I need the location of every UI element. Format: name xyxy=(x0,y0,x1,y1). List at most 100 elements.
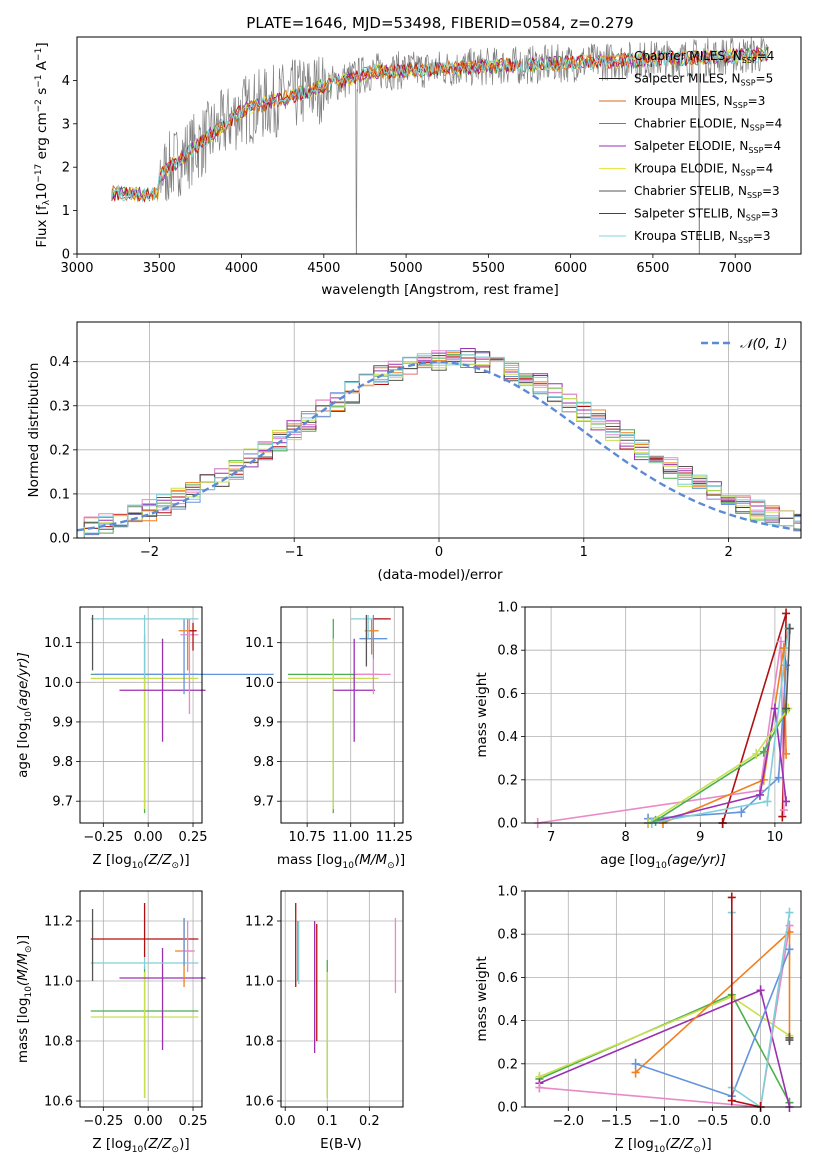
p6-xtick-label: 0.25 xyxy=(179,1114,208,1129)
spectrum-ytick-label: 2 xyxy=(62,161,70,176)
z-mass-axes xyxy=(79,890,203,1108)
p3-ytick-label: 9.8 xyxy=(52,755,73,770)
p5-xtick-label: 8 xyxy=(622,830,630,845)
p3-xtick-label: −0.25 xyxy=(83,830,123,845)
legend-label: Kroupa STELIB, NSSP=3 xyxy=(634,229,771,245)
histogram-ytick-label: 0.2 xyxy=(49,443,70,458)
p4-ytick-label: 9.7 xyxy=(253,795,274,810)
spectrum-ytick-label: 1 xyxy=(62,204,70,219)
z-age-ylabel: age [log10(age/yr)] xyxy=(15,652,34,778)
weight-marker xyxy=(779,805,788,816)
z-age-panel: −0.25 0.00 0.25 9.7 9.8 9.9 10.0 10.1 Z [log10(… xyxy=(15,606,274,871)
weight-marker xyxy=(778,811,787,822)
spectrum-axes xyxy=(76,36,802,255)
p6-ytick-label: 11.0 xyxy=(44,975,73,990)
z-age-ticks: −0.25 0.00 0.25 9.7 9.8 9.9 10.0 10.1 xyxy=(44,636,207,845)
z-age-axes xyxy=(79,606,203,824)
p7-xtick-label: 0.0 xyxy=(275,1114,296,1129)
p5-ytick-label: 0.0 xyxy=(497,817,518,832)
weight-marker xyxy=(785,623,794,634)
weight-marker xyxy=(727,892,736,903)
p8-xtick-label: −0.5 xyxy=(697,1114,729,1129)
legend-label: Salpeter ELODIE, NSSP=4 xyxy=(634,139,781,155)
weight-marker xyxy=(755,789,764,800)
legend-label: Chabrier STELIB, NSSP=3 xyxy=(634,184,780,200)
ebv-mass-panel: 0.0 0.1 0.2 10.6 10.8 11.0 11.2 E(B-V) xyxy=(245,890,404,1152)
p5-xtick-label: 7 xyxy=(547,830,555,845)
p5-ytick-label: 0.8 xyxy=(497,644,518,659)
p3-ytick-label: 9.7 xyxy=(52,795,73,810)
spectrum-xtick-label: 4000 xyxy=(225,261,258,276)
weight-marker xyxy=(785,907,794,918)
ebv-mass-ticks: 0.0 0.1 0.2 10.6 10.8 11.0 11.2 xyxy=(245,915,380,1130)
weight-series xyxy=(537,641,785,824)
weight-marker xyxy=(782,796,791,807)
p3-ytick-label: 10.0 xyxy=(44,676,73,691)
weight-marker xyxy=(782,748,791,759)
legend-label: Kroupa ELODIE, NSSP=4 xyxy=(634,162,773,178)
mass-age-axes xyxy=(280,606,404,824)
mass-age-xlabel: mass [log10(M/M⊙)] xyxy=(277,852,405,871)
z-weight-panel: −2.0 −1.5 −1.0 −0.5 0.0 0.0 0.2 0.4 0.6 0.8 1.0 Z … xyxy=(474,885,802,1155)
age-weight-panel: 7 8 9 10 0.0 0.2 0.4 0.6 0.8 1.0 age [log10(age/y… xyxy=(474,601,802,871)
spectrum-ticks: 3000 3500 4000 4500 5000 5500 6000 6500 7000 0 1 2 3… xyxy=(60,74,751,276)
weight-marker xyxy=(785,944,794,955)
histogram-xtick-label: 0 xyxy=(435,545,443,560)
histogram-series xyxy=(77,353,801,539)
normal-legend-label: 𝒩(0, 1) xyxy=(740,337,787,352)
spectrum-xtick-label: 4500 xyxy=(307,261,340,276)
histogram-series xyxy=(77,355,801,539)
spectrum-title: PLATE=1646, MJD=53498, FIBERID=0584, z=0… xyxy=(246,14,633,32)
p4-ytick-label: 10.0 xyxy=(245,676,274,691)
model-spectrum xyxy=(111,48,769,203)
spectrum-xtick-label: 3000 xyxy=(60,261,93,276)
weight-marker xyxy=(763,796,772,807)
histogram-ytick-label: 0.4 xyxy=(49,355,70,370)
z-age-grid xyxy=(80,607,202,823)
histogram-xtick-label: −2 xyxy=(140,545,159,560)
p4-ytick-label: 9.9 xyxy=(253,715,274,730)
p3-xtick-label: 0.00 xyxy=(134,830,163,845)
normal-curve xyxy=(76,360,802,532)
p8-ytick-label: 1.0 xyxy=(497,885,518,900)
histogram-xtick-label: 1 xyxy=(580,545,588,560)
weight-marker xyxy=(770,703,779,714)
z-age-xlabel: Z [log10(Z/Z⊙)] xyxy=(92,852,189,871)
p4-ytick-label: 9.8 xyxy=(253,755,274,770)
p7-ytick-label: 10.8 xyxy=(245,1035,274,1050)
spectrum-xtick-label: 5500 xyxy=(472,261,505,276)
p3-xtick-label: 0.25 xyxy=(179,830,208,845)
ebv-mass-axes xyxy=(280,890,404,1108)
z-weight-lines xyxy=(535,892,794,1112)
ebv-mass-xlabel: E(B-V) xyxy=(320,1136,362,1152)
spectrum-xtick-label: 7000 xyxy=(719,261,752,276)
z-weight-xlabel: Z [log10(Z/Z⊙)] xyxy=(614,1136,711,1155)
mass-age-errorbars xyxy=(287,614,391,814)
spectrum-xlabel: wavelength [Angstrom, rest frame] xyxy=(321,282,559,298)
p5-ytick-label: 0.4 xyxy=(497,730,518,745)
p8-ytick-label: 0.4 xyxy=(497,1014,518,1029)
age-weight-ticks: 7 8 9 10 0.0 0.2 0.4 0.6 0.8 1.0 xyxy=(497,601,783,846)
p5-ytick-label: 1.0 xyxy=(497,601,518,616)
histogram-xtick-label: −1 xyxy=(285,545,304,560)
p6-ytick-label: 10.8 xyxy=(44,1035,73,1050)
histogram-series xyxy=(77,350,801,539)
weight-marker xyxy=(785,1032,794,1043)
p8-ytick-label: 0.2 xyxy=(497,1057,518,1072)
p5-ytick-label: 0.6 xyxy=(497,687,518,702)
residual-histogram-panel: −2 −1 0 1 2 0.0 0.1 0.2 0.3 0.4 (data-model)/erro… xyxy=(26,321,802,583)
histogram-ytick-label: 0.1 xyxy=(49,487,70,502)
weight-marker xyxy=(631,1058,640,1069)
p8-ytick-label: 0.6 xyxy=(497,971,518,986)
z-weight-axes xyxy=(524,890,802,1108)
p6-ytick-label: 11.2 xyxy=(44,915,73,930)
legend-label: Kroupa MILES, NSSP=3 xyxy=(634,94,765,110)
p5-ytick-label: 0.2 xyxy=(497,773,518,788)
weight-marker xyxy=(737,807,746,818)
p7-ytick-label: 11.0 xyxy=(245,975,274,990)
spectrum-lines xyxy=(111,37,769,254)
spectrum-ytick-label: 4 xyxy=(62,74,70,89)
weight-marker xyxy=(782,608,791,619)
model-spectrum xyxy=(111,46,769,203)
z-mass-panel: −0.25 0.00 0.25 10.6 10.8 11.0 11.2 Z [log10(Z… xyxy=(15,890,208,1155)
